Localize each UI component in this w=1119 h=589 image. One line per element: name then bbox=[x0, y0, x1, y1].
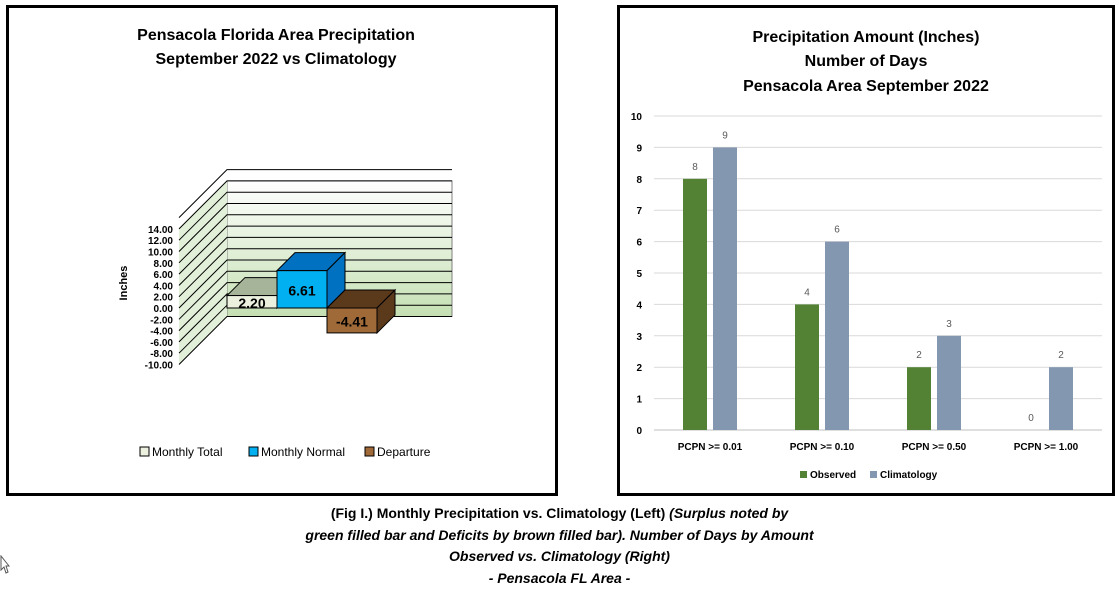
gridline bbox=[178, 191, 452, 241]
figure-caption: (Fig I.) Monthly Precipitation vs. Clima… bbox=[0, 503, 1119, 589]
y-tick-label: 0 bbox=[636, 426, 642, 437]
climatology-bar bbox=[937, 335, 961, 430]
y-tick-label: 8.00 bbox=[154, 259, 174, 270]
y-tick-label: -8.00 bbox=[150, 349, 173, 360]
left-y-axis-label: Inches bbox=[118, 266, 130, 301]
legend-swatch bbox=[364, 446, 375, 457]
y-tick-label: 9 bbox=[636, 143, 642, 154]
right-chart-title-line-2: Number of Days bbox=[805, 53, 928, 70]
caption-line-1-plain: (Fig I.) Monthly Precipitation vs. Clima… bbox=[330, 505, 670, 521]
legend-label: Monthly Total bbox=[152, 445, 222, 459]
y-tick-label: 5 bbox=[636, 269, 642, 280]
y-tick-label: 12.00 bbox=[148, 236, 173, 247]
bar-value-label: 9 bbox=[722, 130, 728, 141]
y-tick-label: 2.00 bbox=[154, 293, 174, 304]
legend-item: Observed bbox=[800, 470, 856, 481]
monthly-normal-bar bbox=[275, 251, 347, 310]
caption-line-3: Observed vs. Climatology (Right) bbox=[449, 548, 670, 564]
departure-bar bbox=[325, 288, 397, 335]
right-chart-panel: Precipitation Amount (Inches) Number of … bbox=[617, 5, 1115, 496]
y-tick-label: 4.00 bbox=[154, 281, 174, 292]
left-chart-title-line-1: Pensacola Florida Area Precipitation bbox=[137, 27, 415, 44]
x-tick-label: PCPN >= 1.00 bbox=[1014, 442, 1079, 453]
bar-value-label: 8 bbox=[692, 162, 698, 173]
bar-value-label: -4.41 bbox=[336, 313, 368, 329]
bar-value-label: 4 bbox=[804, 287, 810, 298]
left-chart-title-line-2: September 2022 vs Climatology bbox=[156, 51, 397, 68]
climatology-bar bbox=[825, 241, 849, 430]
caption-line-2: green filled bar and Deficits by brown f… bbox=[305, 526, 814, 543]
y-tick-label: -10.00 bbox=[145, 361, 174, 372]
bar-value-label: 0 bbox=[1028, 413, 1034, 424]
y-tick-label: 1 bbox=[636, 395, 642, 406]
legend-item: Departure bbox=[364, 445, 431, 459]
y-tick-label: 6 bbox=[636, 238, 642, 249]
gridline bbox=[178, 316, 452, 365]
caption-line-1-italic: (Surplus noted by bbox=[669, 505, 789, 521]
y-tick-label: 10 bbox=[631, 112, 643, 123]
climatology-bar bbox=[1049, 367, 1073, 430]
legend-swatch bbox=[248, 446, 259, 457]
gridline bbox=[178, 169, 452, 218]
y-tick-label: 7 bbox=[636, 206, 642, 217]
y-tick-label: -6.00 bbox=[150, 338, 173, 349]
gridline bbox=[178, 270, 452, 320]
gridline bbox=[178, 282, 452, 331]
gridline bbox=[178, 214, 452, 264]
bar-value-label: 6 bbox=[834, 225, 840, 236]
gridline bbox=[178, 236, 452, 286]
bar-value-label: 2.20 bbox=[238, 295, 265, 311]
legend-swatch bbox=[800, 471, 807, 478]
observed-bar bbox=[907, 367, 931, 430]
climatology-bar bbox=[713, 147, 737, 430]
gridline bbox=[178, 180, 452, 230]
legend-item: Climatology bbox=[870, 470, 938, 481]
bar-value-label: 2 bbox=[916, 350, 922, 361]
right-chart-title-line-3: Pensacola Area September 2022 bbox=[743, 78, 989, 95]
mouse-cursor-icon bbox=[0, 555, 10, 574]
gridline bbox=[178, 203, 452, 252]
legend-swatch bbox=[870, 471, 877, 478]
gridline bbox=[178, 225, 452, 275]
legend-label: Departure bbox=[377, 445, 431, 459]
y-tick-label: 6.00 bbox=[154, 270, 174, 281]
x-tick-label: PCPN >= 0.10 bbox=[790, 442, 855, 453]
y-tick-label: 2 bbox=[636, 363, 642, 374]
legend-label: Climatology bbox=[880, 470, 938, 481]
caption-line-4: - Pensacola FL Area - bbox=[488, 569, 631, 586]
observed-bar bbox=[683, 178, 707, 430]
x-tick-label: PCPN >= 0.01 bbox=[678, 442, 743, 453]
y-tick-label: 10.00 bbox=[148, 248, 173, 259]
precipitation-3d-bar-chart: Pensacola Florida Area Precipitation Sep… bbox=[118, 27, 453, 459]
bar-value-label: 2 bbox=[1058, 350, 1064, 361]
legend-item: Monthly Normal bbox=[248, 445, 345, 459]
y-tick-label: 0.00 bbox=[154, 304, 174, 315]
y-tick-label: 14.00 bbox=[148, 225, 173, 236]
bar-value-label: 6.61 bbox=[288, 282, 315, 298]
y-tick-label: 8 bbox=[636, 175, 642, 186]
x-tick-label: PCPN >= 0.50 bbox=[902, 442, 967, 453]
y-tick-label: -2.00 bbox=[150, 315, 173, 326]
gridline bbox=[178, 248, 452, 298]
bar-value-label: 3 bbox=[946, 319, 952, 330]
y-tick-label: 4 bbox=[636, 300, 642, 311]
left-chart-panel: Pensacola Florida Area Precipitation Sep… bbox=[6, 5, 558, 496]
right-chart-title-line-1: Precipitation Amount (Inches) bbox=[753, 29, 980, 46]
observed-bar bbox=[795, 304, 819, 430]
legend-label: Observed bbox=[810, 470, 856, 481]
days-by-amount-bar-chart: Precipitation Amount (Inches) Number of … bbox=[631, 29, 1102, 481]
legend-label: Monthly Normal bbox=[261, 445, 345, 459]
y-tick-label: -4.00 bbox=[150, 327, 173, 338]
legend-swatch bbox=[139, 446, 150, 457]
gridline bbox=[178, 259, 452, 309]
legend-item: Monthly Total bbox=[139, 445, 222, 459]
y-tick-label: 3 bbox=[636, 332, 642, 343]
